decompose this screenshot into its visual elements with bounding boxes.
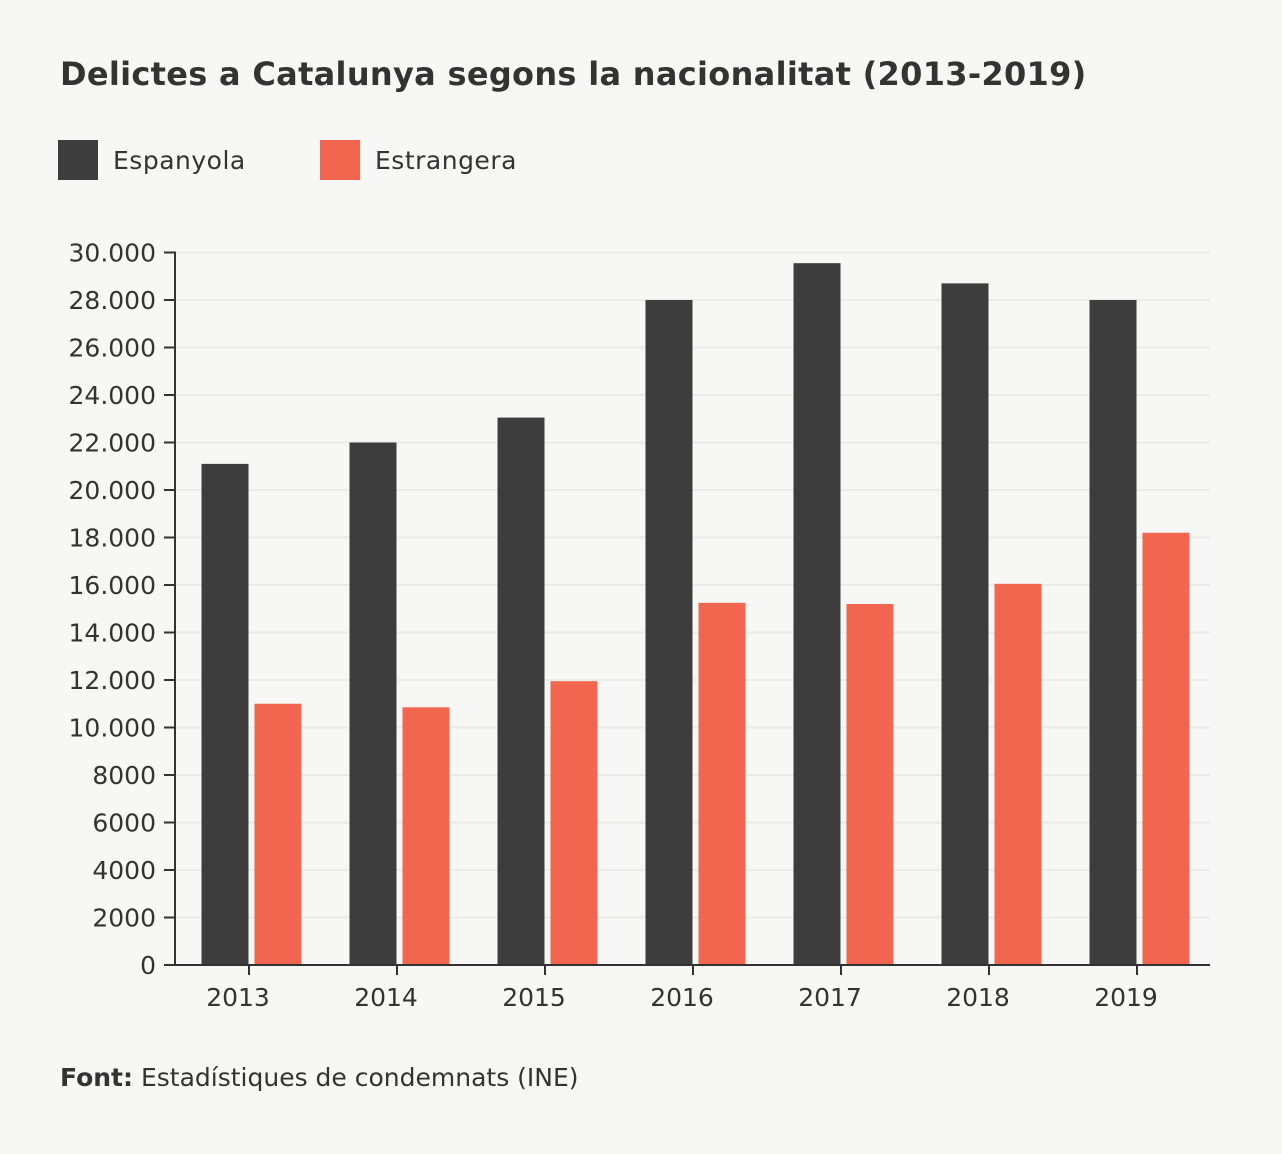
bar-estrangera-2014 bbox=[402, 707, 450, 965]
bar-espanyola-2019 bbox=[1089, 300, 1137, 965]
y-tick-label: 30.000 bbox=[69, 239, 156, 268]
bar-estrangera-2019 bbox=[1142, 532, 1190, 965]
y-tick-label: 28.000 bbox=[69, 286, 156, 315]
y-tick-label: 26.000 bbox=[69, 334, 156, 363]
bar-espanyola-2018 bbox=[941, 283, 989, 965]
legend-swatch-espanyola bbox=[58, 140, 98, 180]
y-tick-label: 12.000 bbox=[69, 666, 156, 695]
bar-espanyola-2017 bbox=[793, 263, 841, 965]
y-tick-label: 8000 bbox=[92, 761, 156, 790]
y-tick-label: 24.000 bbox=[69, 381, 156, 410]
bar-estrangera-2015 bbox=[550, 681, 598, 965]
legend-label-estrangera: Estrangera bbox=[375, 145, 517, 175]
y-tick-label: 10.000 bbox=[69, 714, 156, 743]
x-tick-label: 2016 bbox=[650, 983, 714, 1012]
y-tick-label: 18.000 bbox=[69, 524, 156, 553]
x-tick-label: 2014 bbox=[354, 983, 418, 1012]
source-label: Font: bbox=[60, 1063, 133, 1092]
bar-estrangera-2017 bbox=[846, 604, 894, 965]
bar-espanyola-2016 bbox=[645, 300, 693, 965]
y-tick-label: 16.000 bbox=[69, 571, 156, 600]
x-tick-label: 2017 bbox=[798, 983, 862, 1012]
source-note: Font: Estadístiques de condemnats (INE) bbox=[60, 1063, 579, 1092]
legend-label-espanyola: Espanyola bbox=[113, 145, 246, 175]
y-tick-label: 20.000 bbox=[69, 476, 156, 505]
x-tick-label: 2018 bbox=[946, 983, 1010, 1012]
bar-espanyola-2014 bbox=[349, 442, 397, 965]
bar-espanyola-2015 bbox=[497, 417, 545, 965]
bar-espanyola-2013 bbox=[201, 463, 249, 965]
y-tick-label: 4000 bbox=[92, 856, 156, 885]
bar-estrangera-2013 bbox=[254, 703, 302, 965]
x-tick-label: 2015 bbox=[502, 983, 566, 1012]
bar-estrangera-2018 bbox=[994, 583, 1042, 965]
y-tick-label: 22.000 bbox=[69, 429, 156, 458]
x-tick-label: 2019 bbox=[1094, 983, 1158, 1012]
legend-swatch-estrangera bbox=[320, 140, 360, 180]
x-tick-label: 2013 bbox=[206, 983, 270, 1012]
y-tick-label: 0 bbox=[140, 951, 156, 980]
y-tick-label: 2000 bbox=[92, 904, 156, 933]
source-text: Estadístiques de condemnats (INE) bbox=[133, 1063, 579, 1092]
chart-title: Delictes a Catalunya segons la nacionali… bbox=[60, 55, 1087, 93]
y-tick-label: 6000 bbox=[92, 809, 156, 838]
legend-item-espanyola: Espanyola bbox=[58, 140, 246, 180]
y-tick-label: 14.000 bbox=[69, 619, 156, 648]
bar-estrangera-2016 bbox=[698, 602, 746, 965]
legend-item-estrangera: Estrangera bbox=[320, 140, 517, 180]
